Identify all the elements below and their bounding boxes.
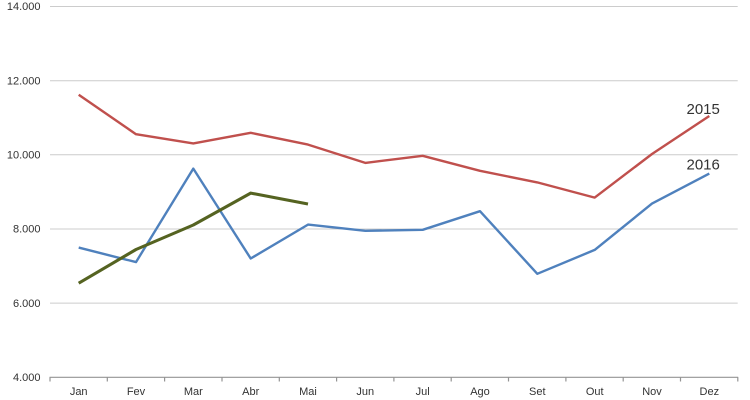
svg-text:12.000: 12.000 (7, 75, 41, 87)
svg-text:Nov: Nov (642, 386, 662, 398)
svg-text:Fev: Fev (127, 386, 146, 398)
svg-text:10.000: 10.000 (7, 150, 41, 162)
svg-text:Mar: Mar (184, 386, 203, 398)
svg-text:Abr: Abr (242, 386, 259, 398)
svg-text:Jan: Jan (70, 386, 88, 398)
svg-text:Jun: Jun (356, 386, 374, 398)
svg-text:8.000: 8.000 (13, 224, 41, 236)
svg-text:Mai: Mai (299, 386, 317, 398)
svg-text:Ago: Ago (470, 386, 490, 398)
svg-text:2016: 2016 (687, 157, 720, 174)
svg-text:2015: 2015 (687, 101, 720, 118)
svg-text:4.000: 4.000 (13, 372, 41, 384)
svg-text:6.000: 6.000 (13, 298, 41, 310)
svg-text:14.000: 14.000 (7, 1, 41, 13)
svg-text:Dez: Dez (700, 386, 720, 398)
svg-text:Out: Out (586, 386, 604, 398)
svg-text:Jul: Jul (416, 386, 430, 398)
svg-text:Set: Set (529, 386, 546, 398)
